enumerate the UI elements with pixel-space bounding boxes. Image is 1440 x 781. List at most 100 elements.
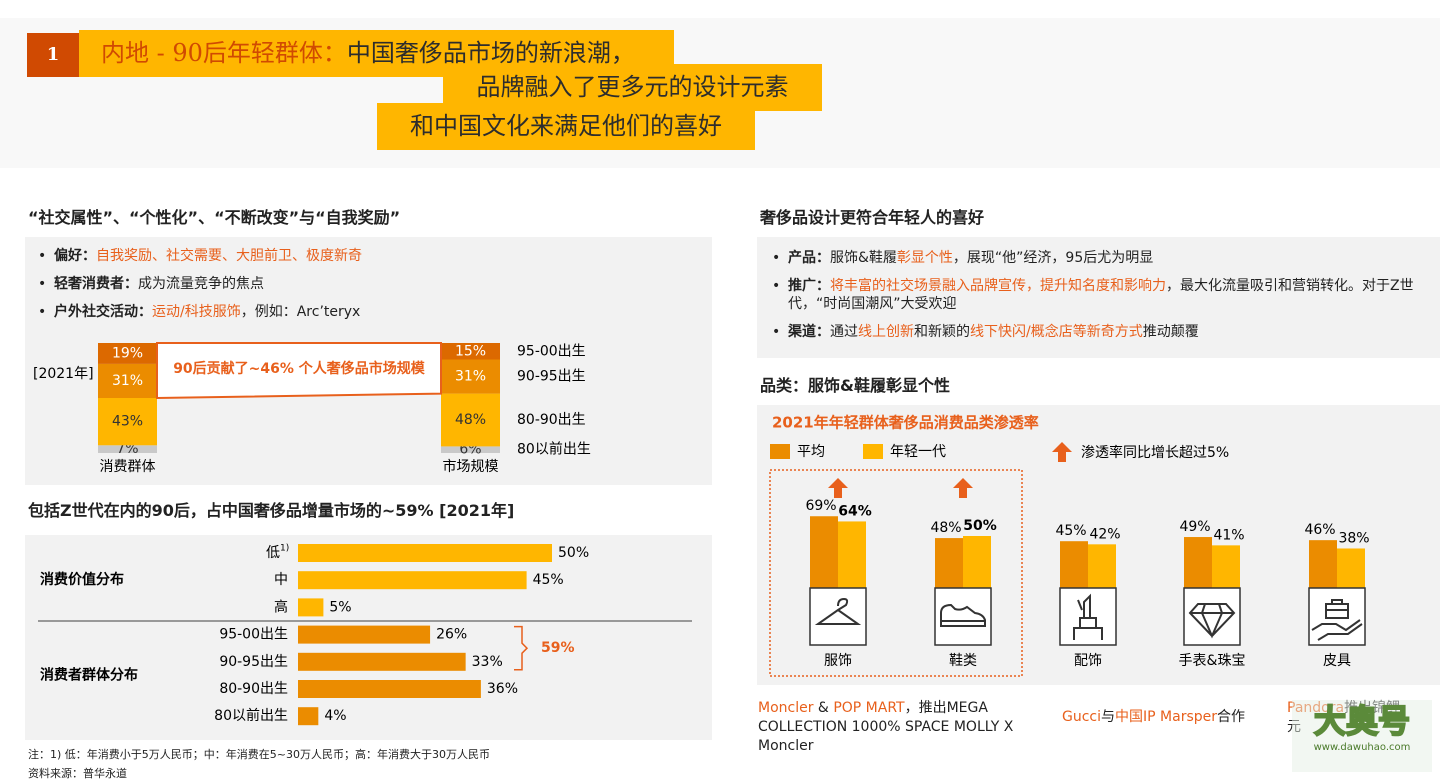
text-run: POP MART: [833, 700, 905, 716]
value-label: 69%: [805, 498, 836, 514]
category-label: 手表&珠宝: [1179, 653, 1246, 669]
value-label: 50%: [558, 545, 589, 561]
section-title: 品类：服饰&鞋履彰显个性: [760, 376, 950, 395]
bar-segment: [98, 363, 157, 398]
text-run: 推动颠覆: [1142, 324, 1199, 340]
bar: [298, 625, 431, 644]
value-label: 43%: [112, 414, 143, 430]
icon-box: [809, 587, 867, 646]
section-title: 包括Z世代在内的90后，占中国奢侈品增量市场的~59% [2021年]: [28, 501, 515, 520]
text-run: ，最大化流量吸引和营销转化。对于Z世代，“时尚国潮风”大受欢迎: [788, 278, 1414, 312]
category-label: 低: [266, 545, 280, 561]
bar-segment: [98, 445, 157, 453]
group-label: 消费者群体分布: [40, 666, 138, 683]
category-label: 配饰: [1074, 653, 1102, 669]
text-run: 服饰&鞋履: [830, 250, 897, 266]
group-label: 消费价值分布: [40, 571, 124, 588]
text-run: 渠道：: [788, 324, 830, 340]
value-label: 48%: [930, 520, 961, 536]
bar: [298, 598, 324, 617]
text-run: 线上创新: [858, 324, 914, 340]
value-label: 31%: [455, 369, 486, 385]
legend-label: 年轻一代: [890, 444, 946, 460]
category-label: 市场规模: [443, 458, 499, 475]
watermark: 大奥号 www.dawuhao.com: [1292, 700, 1432, 772]
text-run: 产品：: [788, 250, 830, 266]
icon-box: [1059, 587, 1117, 646]
bullet: 轻奢消费者：成为流量竞争的焦点: [36, 275, 696, 293]
category-label: 高: [274, 598, 288, 615]
bullet: 产品：服饰&鞋履彰显个性，展现“他”经济，95后尤为明显: [770, 249, 1430, 267]
category-label: 90-95出生: [219, 654, 288, 670]
header-line: 和中国文化来满足他们的喜好: [377, 103, 755, 150]
growth-arrow: [828, 478, 848, 498]
text-run: 中国IP Marsper: [1115, 709, 1218, 725]
value-label: 49%: [1179, 519, 1210, 535]
value-label: 64%: [838, 503, 872, 519]
icon-accessory: [1073, 593, 1103, 640]
category-label: 服饰: [824, 653, 852, 669]
text-run: 将丰富的社交场景融入品牌宣传，提升知名度和影响力: [830, 278, 1166, 294]
footnote: 注：1) 低：年消费小于5万人民币；中：年消费在5~30万人民币；高：年消费大于…: [28, 748, 490, 761]
bar: [1088, 544, 1116, 588]
bar: [935, 538, 963, 588]
text-run: 运动/科技服饰: [152, 304, 241, 320]
value-label: 42%: [1089, 526, 1120, 542]
value-label: 4%: [324, 708, 346, 724]
bar: [1337, 548, 1365, 588]
value-label: 19%: [112, 345, 143, 361]
series-label: 95-00出生: [517, 343, 586, 359]
bar: [1212, 545, 1240, 588]
value-label: 15%: [455, 343, 486, 359]
annotation: 90后贡献了~46% 个人奢侈品市场规模: [173, 360, 426, 377]
chart-title: 2021年年轻群体奢侈品消费品类渗透率: [772, 414, 1039, 432]
bar: [298, 680, 481, 698]
text-run: ，推出MEGA COLLECTION 1000% SPACE MOLLY X M…: [758, 700, 1014, 754]
category-label: 80以前出生: [214, 707, 288, 724]
bar-segment: [441, 343, 500, 360]
bar: [1309, 540, 1337, 588]
bar: [298, 707, 319, 726]
value-label: 48%: [455, 412, 486, 428]
bar: [1184, 537, 1212, 588]
bullet-list: 产品：服饰&鞋履彰显个性，展现“他”经济，95后尤为明显推广：将丰富的社交场景融…: [770, 249, 1430, 351]
text-run: 中国奢侈品市场的新浪潮，: [346, 39, 635, 67]
text-run: ，例如：Arc’teryx: [240, 304, 361, 320]
bullet: 渠道：通过线上创新和新颖的线下快闪/概念店等新奇方式推动颠覆: [770, 323, 1430, 341]
bar-segment: [441, 359, 500, 394]
bar: [298, 544, 552, 562]
text-run: 轻奢消费者：: [54, 276, 138, 292]
legend-swatch: [770, 444, 790, 459]
icon-box: [1308, 587, 1366, 646]
text-run: 成为流量竞争的焦点: [138, 276, 264, 292]
text-run: Moncler: [758, 700, 814, 716]
bar: [963, 536, 991, 588]
icon-shoe: [940, 603, 986, 627]
text-run: ，展现“他”经济，95后尤为明显: [952, 250, 1154, 266]
text-run: 自我奖励、社交需要、大胆前卫、极度新奇: [96, 248, 362, 264]
series-label: 80以前出生: [517, 441, 591, 458]
text-run: 推广：: [788, 278, 830, 294]
bar: [1060, 541, 1088, 588]
text-run: 线下快闪/概念店等新奇方式: [970, 324, 1143, 340]
text-run: 内地 - 90后年轻群体：: [101, 39, 347, 67]
bar-segment: [441, 393, 500, 447]
category-note: 1): [280, 544, 289, 554]
series-label: 90-95出生: [517, 369, 586, 385]
section-number: 1: [27, 33, 79, 77]
icon-hanger: [814, 597, 862, 625]
text-run: 和新颖的: [914, 324, 970, 340]
text-run: 彰显个性: [896, 250, 953, 266]
legend-swatch: [863, 444, 883, 459]
value-label: 50%: [963, 518, 997, 534]
text-run: 户外社交活动：: [54, 304, 152, 320]
section-title: 奢侈品设计更符合年轻人的喜好: [760, 208, 985, 227]
watermark-url: www.dawuhao.com: [1313, 742, 1411, 753]
text-run: 合作: [1217, 709, 1246, 725]
category-label: 消费群体: [100, 459, 156, 475]
icons: [814, 593, 1363, 641]
bullet: 偏好：自我奖励、社交需要、大胆前卫、极度新奇: [36, 247, 696, 265]
value-label: 38%: [1338, 530, 1369, 546]
bullet-list: 偏好：自我奖励、社交需要、大胆前卫、极度新奇轻奢消费者：成为流量竞争的焦点户外社…: [36, 247, 696, 331]
